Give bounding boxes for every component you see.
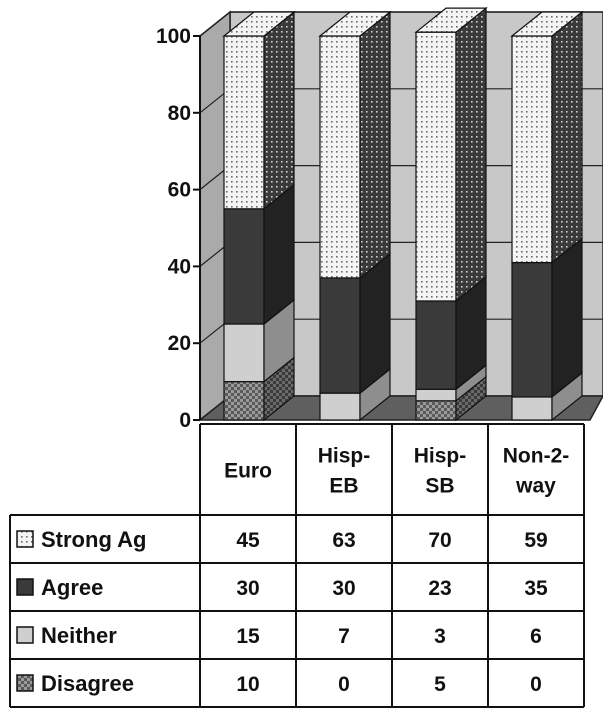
bar-strong-ag-hisp-sb-side	[455, 6, 487, 303]
bar-neither-non-2-way	[511, 396, 553, 421]
floor	[197, 395, 603, 421]
bar-agree-euro	[223, 208, 265, 325]
bar-disagree-euro	[223, 381, 265, 421]
table-cell-value: 63	[332, 529, 355, 552]
bar-top-euro	[222, 11, 296, 37]
table-cell-value: 10	[236, 673, 259, 696]
legend-swatch-agree	[16, 578, 34, 596]
bar-strong-ag-hisp-eb	[319, 35, 361, 279]
y-tick-label: 20	[168, 332, 191, 355]
bar-agree-hisp-sb	[415, 300, 457, 390]
bar-disagree-hisp-sb	[415, 400, 457, 421]
category-label: EB	[329, 475, 358, 498]
bar-strong-ag-euro-side	[263, 10, 295, 211]
category-label: Hisp-	[318, 445, 371, 468]
y-tick-label: 40	[168, 255, 191, 278]
bar-strong-ag-euro	[223, 35, 265, 210]
y-tick-label: 0	[179, 409, 191, 432]
bar-strong-ag-non-2-way	[511, 35, 553, 264]
table-cell-value: 7	[338, 625, 350, 648]
table-cell-value: 0	[530, 673, 542, 696]
bar-strong-ag-non-2-way-side	[551, 10, 583, 264]
y-axis: 0 20 40 60 80 100	[156, 25, 201, 432]
legend-label: Neither	[41, 623, 117, 648]
category-label: way	[515, 475, 556, 498]
table-cell-value: 0	[338, 673, 350, 696]
legend-label: Strong Ag	[41, 527, 147, 552]
bar-top-non-2-way	[510, 11, 584, 37]
bars	[222, 6, 584, 422]
table-cell-value: 5	[434, 673, 446, 696]
bar-top-hisp-eb	[318, 11, 392, 37]
bar-top-hisp-sb	[414, 7, 488, 33]
gridline	[199, 11, 231, 37]
legend-swatch-neither	[16, 626, 34, 644]
legend-swatch-strong-ag	[16, 530, 34, 548]
table-cell-value: 70	[428, 529, 451, 552]
table-cell-value: 30	[332, 577, 355, 600]
table-cell-value: 3	[434, 625, 446, 648]
y-tick-label: 80	[168, 102, 191, 125]
bar-agree-hisp-eb	[319, 277, 361, 394]
bar-strong-ag-hisp-eb-side	[359, 10, 391, 280]
category-label: Hisp-	[414, 445, 467, 468]
legend-label: Disagree	[41, 671, 134, 696]
table-cell-value: 59	[524, 529, 547, 552]
bar-neither-hisp-sb	[415, 388, 457, 402]
category-label: Non-2-	[503, 445, 570, 468]
table-cell-value: 35	[524, 577, 548, 600]
bar-neither-euro	[223, 323, 265, 383]
y-tick-label: 60	[168, 179, 191, 202]
bar-strong-ag-hisp-sb	[415, 31, 457, 302]
table-cell-value: 30	[236, 577, 259, 600]
table-cell-value: 15	[236, 625, 260, 648]
category-label: Euro	[224, 460, 272, 483]
table-cell-value: 45	[236, 529, 260, 552]
table-cell-value: 6	[530, 625, 542, 648]
category-label: SB	[425, 475, 454, 498]
table-cell-value: 23	[428, 577, 451, 600]
legend-label: Agree	[41, 575, 103, 600]
bar-agree-non-2-way	[511, 261, 553, 398]
bar-neither-hisp-eb	[319, 392, 361, 421]
y-tick-label: 100	[156, 25, 191, 48]
legend-swatch-disagree	[16, 674, 34, 692]
bar-agree-non-2-way-side	[551, 237, 583, 399]
